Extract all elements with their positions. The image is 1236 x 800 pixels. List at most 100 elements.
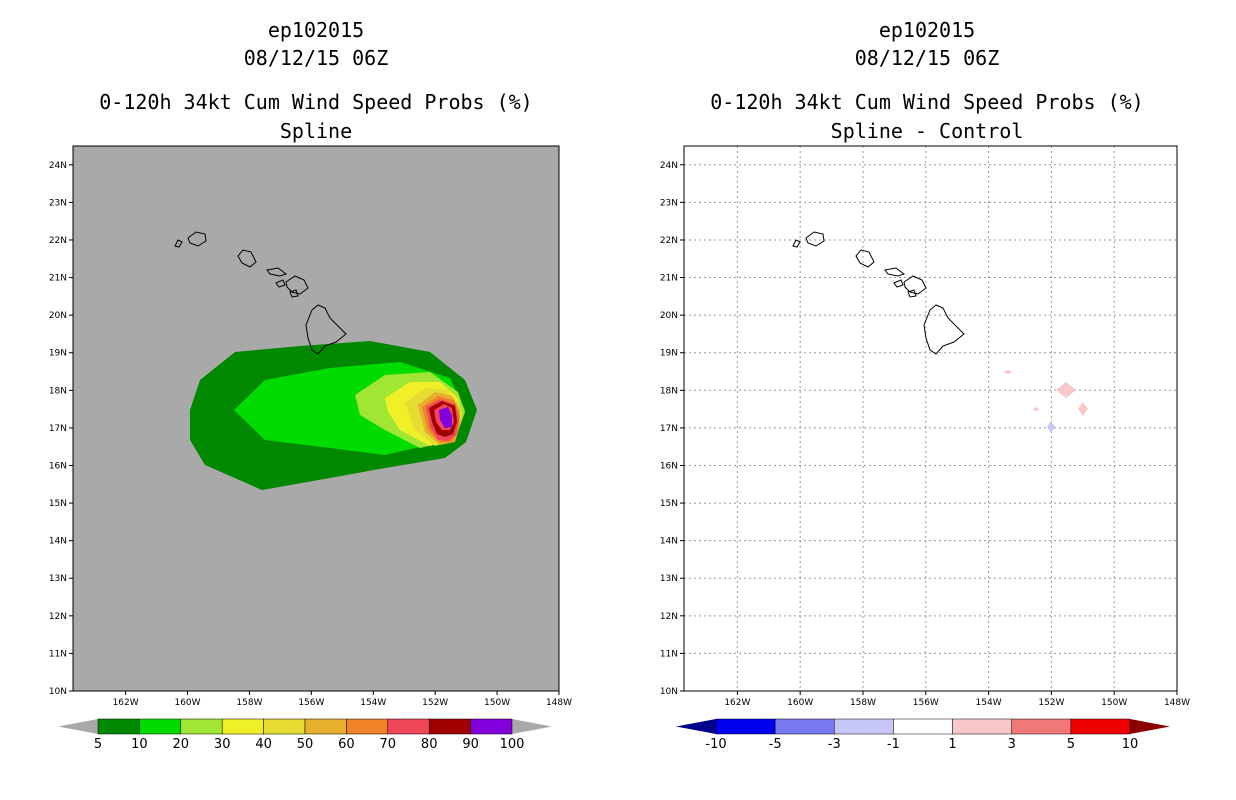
contour-100 <box>439 407 452 428</box>
left-title-storm: ep102015 <box>267 18 365 42</box>
right-map-panel: 162W 160W 158W 156W 154W 152W 150W 148W 10N 11N 12… <box>660 145 1190 708</box>
left-contours <box>174 231 477 490</box>
left-map-panel: 162W 160W 158W 156W 154W 152W 150W 148W 10N 11N 12… <box>49 145 572 708</box>
right-contours <box>792 231 1088 433</box>
colorbar-label: 10 <box>1122 737 1139 752</box>
y-tick-label: 23N <box>49 198 67 208</box>
left-colorbar: 5 10 20 30 40 50 60 70 80 90 100 <box>58 718 552 752</box>
right-map-background <box>684 146 1177 691</box>
right-title-storm: ep102015 <box>878 18 976 42</box>
left-title-variable: 0-120h 34kt Cum Wind Speed Probs (%) <box>99 90 533 114</box>
y-tick-label: 14N <box>49 537 67 547</box>
colorbar-label: 30 <box>214 737 231 752</box>
colorbar-label: -1 <box>887 737 900 752</box>
colorbar-label: 40 <box>255 737 272 752</box>
y-tick-label: 10N <box>660 687 678 697</box>
colorbar-swatch <box>1070 718 1131 735</box>
right-island-outlines <box>792 231 965 355</box>
colorbar-label: 60 <box>338 737 355 752</box>
colorbar-swatch <box>346 718 389 735</box>
y-tick-label: 12N <box>660 612 678 622</box>
x-tick-label: 150W <box>1101 698 1127 708</box>
y-tick-label: 22N <box>660 236 678 246</box>
x-tick-label: 162W <box>113 698 139 708</box>
diff-negative-1 <box>1047 421 1055 433</box>
x-tick-label: 154W <box>976 698 1002 708</box>
y-tick-label: 14N <box>660 537 678 547</box>
colorbar-swatch <box>180 718 223 735</box>
colorbar-label: 5 <box>94 737 102 752</box>
colorbar-swatch <box>304 718 347 735</box>
colorbar-right-arrow <box>1130 719 1170 734</box>
colorbar-swatch <box>387 718 430 735</box>
x-tick-label: 152W <box>1038 698 1064 708</box>
x-tick-label: 150W <box>484 698 510 708</box>
diff-positive-4 <box>1033 407 1039 411</box>
right-map-frame <box>683 145 1178 692</box>
colorbar-swatch <box>952 718 1012 735</box>
colorbar-swatch <box>774 718 835 735</box>
colorbar-right-arrow <box>512 719 552 734</box>
diff-positive-1 <box>1003 370 1012 374</box>
right-colorbar: -10 -5 -3 -1 1 3 5 10 <box>676 718 1170 752</box>
colorbar-left-arrow <box>676 719 716 734</box>
y-tick-label: 24N <box>660 161 678 171</box>
y-tick-label: 18N <box>660 386 678 396</box>
x-tick-label: 148W <box>1164 698 1190 708</box>
colorbar-swatch <box>470 718 513 735</box>
colorbar-swatch <box>1011 718 1072 735</box>
colorbar-label: -10 <box>705 737 726 752</box>
x-tick-label: 160W <box>787 698 813 708</box>
colorbar-label: 100 <box>500 737 525 752</box>
y-tick-label: 12N <box>49 612 67 622</box>
x-tick-label: 158W <box>236 698 262 708</box>
colorbar-label: 80 <box>421 737 438 752</box>
x-tick-label: 156W <box>913 698 939 708</box>
colorbar-swatch <box>428 718 471 735</box>
left-title-method: Spline <box>279 119 353 143</box>
right-title-date: 08/12/15 06Z <box>854 46 1000 70</box>
diff-positive-2 <box>1056 382 1076 398</box>
y-tick-label: 11N <box>660 649 678 659</box>
y-tick-label: 16N <box>49 461 67 471</box>
left-title-date: 08/12/15 06Z <box>243 46 389 70</box>
colorbar-label: 5 <box>1067 737 1075 752</box>
y-tick-label: 17N <box>49 424 67 434</box>
right-title-variable: 0-120h 34kt Cum Wind Speed Probs (%) <box>710 90 1144 114</box>
y-tick-label: 19N <box>660 349 678 359</box>
y-tick-label: 15N <box>660 499 678 509</box>
colorbar-label: 20 <box>173 737 190 752</box>
colorbar-label: -5 <box>769 737 782 752</box>
colorbar-swatch <box>263 718 306 735</box>
x-tick-label: 152W <box>422 698 448 708</box>
y-tick-label: 19N <box>49 349 67 359</box>
y-tick-label: 24N <box>49 161 67 171</box>
x-tick-label: 158W <box>850 698 876 708</box>
y-tick-label: 13N <box>660 574 678 584</box>
diff-positive-3 <box>1078 402 1088 416</box>
colorbar-label: -3 <box>828 737 841 752</box>
y-tick-label: 23N <box>660 198 678 208</box>
left-island-outlines <box>174 231 347 355</box>
y-tick-label: 20N <box>49 311 67 321</box>
right-title-method: Spline - Control <box>830 119 1024 143</box>
y-tick-label: 20N <box>660 311 678 321</box>
colorbar-label: 3 <box>1008 737 1016 752</box>
colorbar-label: 10 <box>131 737 148 752</box>
colorbar-swatch <box>715 718 776 735</box>
y-tick-label: 16N <box>660 461 678 471</box>
colorbar-swatch <box>221 718 264 735</box>
x-tick-label: 154W <box>360 698 386 708</box>
y-tick-label: 11N <box>49 649 67 659</box>
colorbar-swatch <box>97 718 140 735</box>
colorbar-left-arrow <box>58 719 98 734</box>
y-tick-label: 17N <box>660 424 678 434</box>
x-tick-label: 160W <box>174 698 200 708</box>
y-tick-label: 21N <box>49 274 67 284</box>
colorbar-label: 50 <box>297 737 314 752</box>
x-tick-label: 162W <box>724 698 750 708</box>
y-tick-label: 18N <box>49 386 67 396</box>
x-tick-label: 148W <box>546 698 572 708</box>
y-tick-label: 21N <box>660 274 678 284</box>
